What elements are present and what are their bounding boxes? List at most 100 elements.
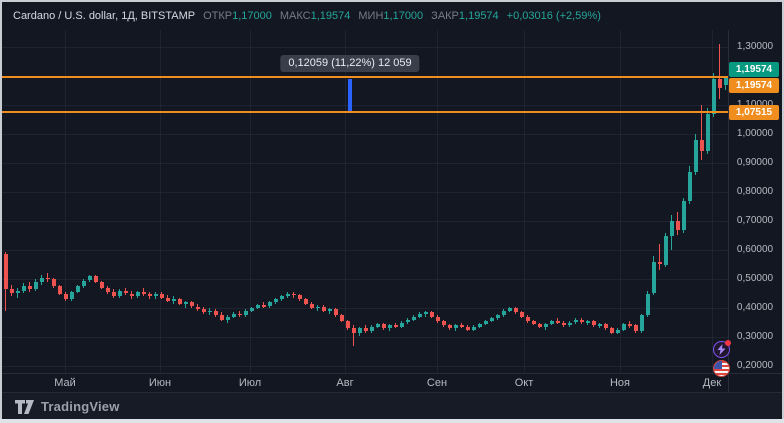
candle-body: [292, 293, 296, 295]
candle-body: [718, 78, 722, 88]
candle-body: [286, 293, 290, 297]
close-label: ЗАКР: [431, 10, 459, 22]
time-axis-label: Июн: [148, 377, 172, 389]
candle-body: [724, 77, 728, 85]
candle-body: [196, 306, 200, 310]
price-axis-label: 0,80000: [736, 186, 774, 197]
candle-body: [592, 321, 596, 326]
candle-body: [622, 324, 626, 330]
price-axis-label: 0,40000: [736, 302, 774, 313]
price-axis-label: 1,00000: [736, 128, 774, 139]
candle-body: [652, 261, 656, 294]
candle-body: [514, 308, 518, 313]
candle-body: [238, 313, 242, 316]
symbol-title[interactable]: Cardano / U.S. dollar, 1Д, BITSTAMP: [13, 10, 196, 22]
candle-body: [544, 324, 548, 327]
time-axis[interactable]: Май Июн Июл Авг Сен Окт Ноя Дек: [2, 373, 782, 392]
price-axis[interactable]: 1,30000 1,10000 1,00000 0,90000 0,80000 0,700…: [728, 0, 782, 392]
candle-body: [466, 326, 470, 330]
price-axis-border: [728, 30, 729, 392]
v-gridline: [345, 30, 346, 373]
price-axis-label: 0,90000: [736, 157, 774, 168]
candle-body: [208, 310, 212, 313]
candle-body: [262, 305, 266, 307]
candle-body: [322, 306, 326, 311]
horizontal-line-tool[interactable]: [0, 111, 728, 113]
candle-body: [430, 312, 434, 317]
candle-body: [148, 293, 152, 297]
candle-body: [10, 289, 14, 294]
v-gridline: [250, 30, 251, 373]
high-label: МАКС: [279, 10, 311, 22]
tradingview-logo-icon[interactable]: [15, 399, 34, 414]
candle-body: [310, 303, 314, 308]
candle-body: [346, 321, 350, 329]
horizontal-line-tool[interactable]: [0, 76, 728, 78]
candle-body: [394, 325, 398, 327]
chart-header: Cardano / U.S. dollar, 1Д, BITSTAMP ОТКР…: [2, 2, 782, 30]
candle-body: [316, 306, 320, 309]
open-label: ОТКР: [203, 10, 233, 22]
flag-canton: [714, 361, 722, 369]
candle-body: [28, 286, 32, 290]
candle-wick: [185, 300, 186, 309]
candle-body: [664, 235, 668, 265]
candle-body: [598, 324, 602, 326]
tradingview-brand-text[interactable]: TradingView: [41, 399, 120, 414]
candle-body: [274, 299, 278, 303]
candle-body: [52, 279, 56, 287]
h-gridline: [0, 163, 728, 164]
measure-tool-line[interactable]: [348, 79, 352, 111]
time-axis-border: [0, 373, 782, 374]
v-gridline: [712, 30, 713, 373]
candle-body: [202, 309, 206, 313]
candle-body: [16, 290, 20, 294]
candle-wick: [239, 310, 240, 317]
candle-body: [100, 281, 104, 288]
candle-body: [400, 322, 404, 327]
time-axis-label: Май: [54, 377, 76, 389]
candle-body: [184, 302, 188, 304]
candle-body: [82, 280, 86, 287]
candle-body: [112, 292, 116, 297]
candle-body: [610, 328, 614, 333]
candle-body: [214, 310, 218, 316]
candle-body: [538, 324, 542, 327]
candle-wick: [659, 244, 660, 271]
time-axis-label: Июл: [238, 377, 262, 389]
candle-body: [634, 325, 638, 332]
us-flag-icon[interactable]: [713, 360, 730, 377]
candle-body: [658, 261, 662, 265]
candle-body: [160, 293, 164, 298]
frame-edge-right: [782, 0, 784, 423]
change-value: +0,03016 (+2,59%): [506, 10, 601, 22]
time-axis-label: Дек: [702, 377, 722, 389]
candle-wick: [719, 44, 720, 100]
candle-body: [382, 324, 386, 329]
candle-body: [676, 221, 680, 230]
candle-body: [496, 315, 500, 319]
candle-body: [106, 287, 110, 292]
lightning-icon[interactable]: [713, 340, 731, 358]
candle-body: [472, 326, 476, 330]
v-gridline: [160, 30, 161, 373]
low-value: 1,17000: [383, 10, 424, 22]
notification-dot: [725, 340, 731, 346]
candle-body: [694, 139, 698, 172]
candle-body: [604, 324, 608, 329]
candle-body: [166, 297, 170, 301]
candle-body: [586, 321, 590, 323]
candle-body: [172, 299, 176, 301]
frame-edge-bottom: [0, 419, 784, 423]
measure-tool-label[interactable]: 0,12059 (11,22%) 12 059: [280, 55, 420, 72]
candle-body: [628, 324, 632, 326]
candle-body: [70, 292, 74, 300]
time-axis-label: Сен: [426, 377, 448, 389]
h-gridline: [0, 192, 728, 193]
h-gridline: [0, 105, 728, 106]
candle-body: [688, 171, 692, 201]
price-axis-label: 1,30000: [736, 41, 774, 52]
candle-body: [46, 277, 50, 280]
time-axis-label: Авг: [336, 377, 354, 389]
